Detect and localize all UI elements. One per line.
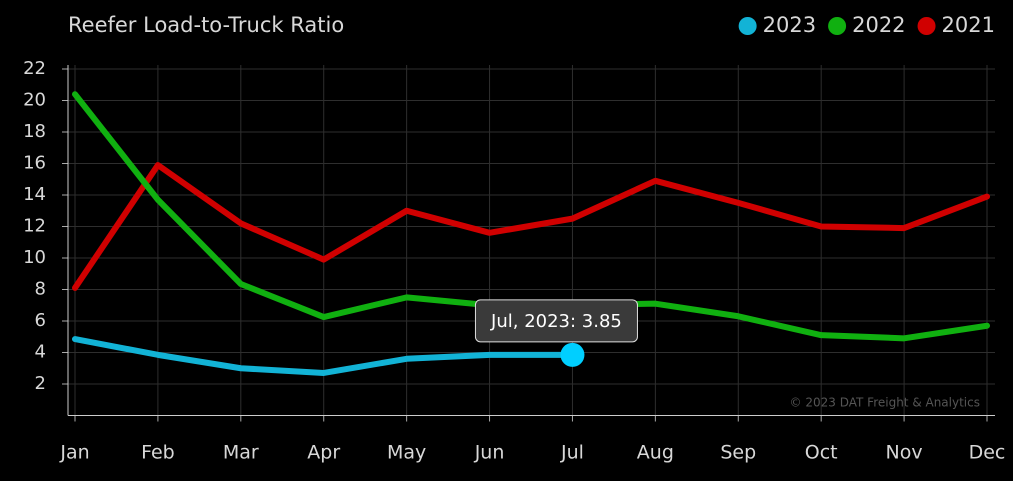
x-tick-label: Feb xyxy=(141,442,175,464)
legend-marker xyxy=(917,17,936,35)
y-tick-label: 18 xyxy=(23,121,46,142)
y-tick-label: 8 xyxy=(35,279,46,300)
y-tick-label: 4 xyxy=(35,342,46,363)
chart-title: Reefer Load-to-Truck Ratio xyxy=(68,13,344,37)
legend-label: 2022 xyxy=(852,13,905,37)
x-tick-label: Sep xyxy=(720,442,756,464)
y-tick-label: 6 xyxy=(35,310,46,331)
x-tick-label: Mar xyxy=(223,442,259,464)
y-tick-label: 22 xyxy=(23,58,46,79)
series-line xyxy=(72,336,576,376)
y-tick-label: 12 xyxy=(23,216,46,237)
y-tick-label: 20 xyxy=(23,90,46,111)
y-tick-label: 14 xyxy=(23,184,46,205)
credit: © 2023 DAT Freight & Analytics xyxy=(790,396,980,410)
legend-label: 2021 xyxy=(942,13,995,37)
series-line xyxy=(72,162,990,291)
x-tick-label: Jan xyxy=(59,442,89,464)
x-tick-label: Oct xyxy=(805,442,838,464)
legend-label: 2023 xyxy=(763,13,816,37)
x-tick-label: Dec xyxy=(969,442,1006,464)
highlight-point xyxy=(560,342,585,367)
y-tick-label: 2 xyxy=(35,373,46,394)
tooltip-text: Jul, 2023: 3.85 xyxy=(490,311,622,332)
legend-marker xyxy=(738,17,757,35)
tooltip: Jul, 2023: 3.85 xyxy=(474,299,638,343)
x-tick-label: Aug xyxy=(637,442,674,464)
x-tick-label: Jul xyxy=(560,442,584,464)
legend-marker xyxy=(828,17,847,35)
y-tick-label: 10 xyxy=(23,247,46,268)
x-tick-label: May xyxy=(387,442,426,464)
y-tick-label: 16 xyxy=(23,153,46,174)
x-tick-label: Nov xyxy=(886,442,923,464)
x-tick-label: Jun xyxy=(474,442,505,464)
tooltip-box xyxy=(474,299,638,343)
x-tick-label: Apr xyxy=(307,442,340,464)
